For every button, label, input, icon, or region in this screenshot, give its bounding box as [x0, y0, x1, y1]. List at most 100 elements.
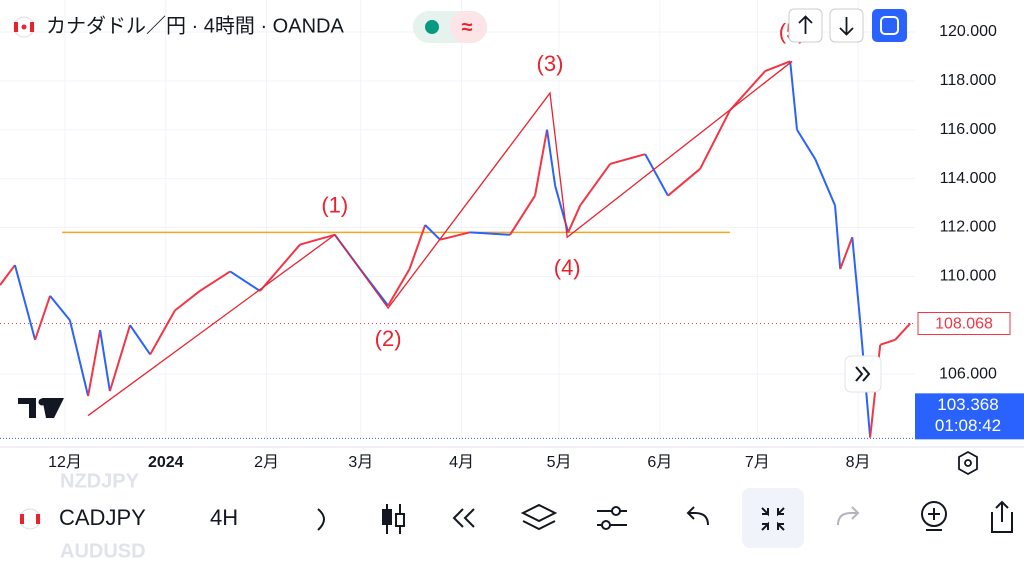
- settings-knob: [611, 506, 621, 516]
- y-tick-label: 120.000: [939, 23, 997, 40]
- price-segment: [49, 295, 71, 321]
- price-segment: [609, 153, 646, 165]
- tv-logo-dot: [38, 398, 46, 406]
- wave-label: (4): [554, 255, 581, 280]
- double-chevron: [855, 366, 871, 382]
- price-segment: [34, 295, 52, 341]
- elliott-wave: [87, 60, 793, 417]
- indicator-icon[interactable]: [317, 508, 325, 531]
- x-tick-label: 12月: [48, 454, 82, 471]
- price-segment: [509, 195, 536, 236]
- toolbar: NZDJPY AUDUSD CADJPY 4H: [0, 470, 1024, 576]
- last-price-box: [917, 312, 1011, 336]
- cursor-box: [915, 393, 1024, 440]
- toolbar-bg: [0, 482, 1024, 576]
- x-tick-label: 7月: [745, 454, 770, 471]
- price-segment: [0, 264, 16, 286]
- redo-icon[interactable]: [837, 506, 860, 526]
- price-segment: [87, 329, 102, 397]
- price-segment: [199, 270, 231, 292]
- price-segment: [68, 320, 90, 397]
- price-segment: [567, 205, 582, 233]
- price-segment: [851, 237, 862, 321]
- price-segment: [439, 231, 471, 241]
- wave-label: (1): [321, 193, 348, 218]
- price-segment: [108, 324, 131, 392]
- price-segment: [13, 264, 37, 341]
- candle-type-icon[interactable]: [382, 504, 405, 534]
- price-segment: [834, 205, 842, 270]
- price-segment: [469, 231, 511, 236]
- flag-stripe: [14, 22, 18, 32]
- price-segment: [894, 322, 911, 341]
- price-segment: [129, 324, 151, 356]
- price-segment: [644, 153, 669, 197]
- tv-logo: [18, 398, 64, 418]
- chart-settings-icon[interactable]: [958, 450, 978, 476]
- y-tick-label: 110.000: [940, 268, 997, 285]
- price-segment: [729, 70, 766, 111]
- alert-icon[interactable]: [921, 501, 947, 527]
- toolbar-symbol[interactable]: CADJPY: [59, 505, 146, 530]
- price-segment: [299, 233, 336, 246]
- flag-leaf: [21, 24, 27, 30]
- price-segment: [579, 163, 611, 207]
- x-tick-label: 8月: [846, 454, 871, 471]
- price-segment: [149, 310, 176, 355]
- status-pill-half: [450, 11, 487, 43]
- plot-area: (1)(2)(3)(4)(5): [0, 0, 915, 440]
- price-segment: [408, 224, 427, 270]
- price-segment: [667, 168, 701, 197]
- flag-stripe: [20, 514, 24, 524]
- toolbar-interval[interactable]: 4H: [210, 505, 238, 530]
- arrow-down-icon: [839, 17, 854, 36]
- header: カナダドル／円 · 4時間 · OANDA ≈: [13, 8, 907, 43]
- wave-label: (3): [537, 51, 564, 76]
- share-icon[interactable]: [991, 500, 1013, 533]
- faded-symbol: NZDJPY: [60, 470, 140, 492]
- x-tick-label: 2024: [148, 454, 184, 471]
- y-tick-label: 112.000: [940, 219, 997, 236]
- price-segment: [796, 129, 817, 160]
- replay-icon[interactable]: [452, 508, 475, 528]
- x-tick-label: 3月: [348, 454, 373, 471]
- price-segment: [764, 60, 791, 73]
- y-tick-label: 118.000: [940, 72, 997, 89]
- price-segment: [699, 109, 731, 170]
- price-segment: [839, 236, 854, 270]
- x-tick-label: 5月: [547, 454, 572, 471]
- chart-settings-dot: [964, 459, 972, 467]
- arrow-up-icon: [798, 15, 813, 34]
- price-segment: [789, 61, 799, 130]
- y-tick-label: 116.000: [940, 121, 997, 138]
- last-price-label: 108.068: [935, 316, 993, 333]
- price-segment: [534, 129, 549, 196]
- y-tick-label: 106.000: [939, 365, 997, 382]
- x-tick-label: 2月: [254, 454, 279, 471]
- price-segment: [424, 224, 441, 241]
- settings-knob: [601, 520, 611, 530]
- price-segment: [259, 243, 301, 292]
- price-segment: [99, 329, 111, 392]
- fullscreen-icon: [880, 16, 899, 35]
- fullscreen-button[interactable]: [872, 9, 907, 42]
- x-tick-label: 4月: [449, 454, 474, 471]
- y-tick-label: 114.000: [940, 170, 997, 187]
- undo-icon[interactable]: [686, 506, 709, 526]
- collapse-icon: [761, 507, 785, 531]
- countdown: 01:08:42: [935, 416, 1001, 435]
- pill-symbol: ≈: [462, 16, 473, 38]
- symbol-title[interactable]: カナダドル／円 · 4時間 · OANDA: [46, 14, 344, 37]
- wave-label: (2): [375, 326, 402, 351]
- layers-icon[interactable]: [520, 503, 558, 531]
- collapse-button[interactable]: [742, 488, 804, 548]
- faded-symbol: AUDUSD: [60, 540, 146, 562]
- market-open-dot: [425, 20, 439, 34]
- price-segment: [387, 268, 411, 307]
- price-segment: [229, 270, 261, 292]
- flag-stripe: [36, 514, 40, 524]
- flag-stripe: [30, 22, 34, 32]
- price-segment: [814, 158, 836, 206]
